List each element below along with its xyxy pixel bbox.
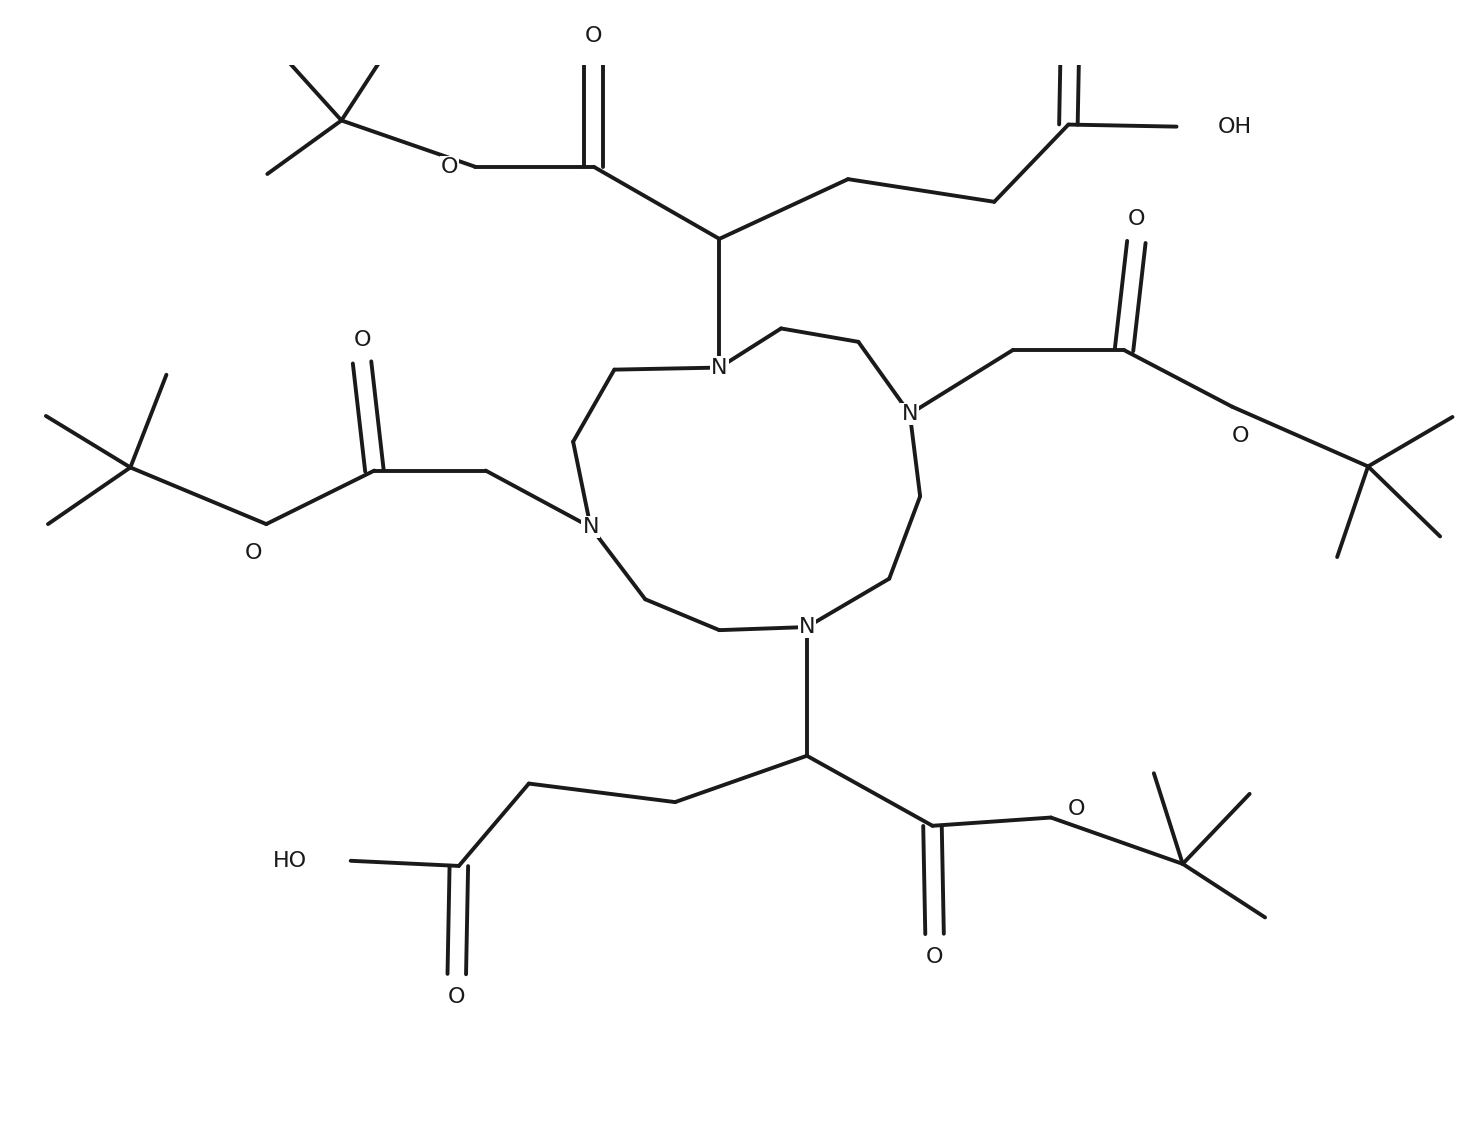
Text: O: O [353, 329, 371, 350]
Text: N: N [711, 358, 727, 378]
Text: O: O [1061, 0, 1079, 3]
Text: O: O [1232, 426, 1250, 445]
Text: O: O [585, 26, 603, 46]
Text: N: N [902, 404, 919, 424]
Text: N: N [582, 517, 600, 538]
Text: O: O [448, 987, 466, 1007]
Text: O: O [926, 946, 944, 967]
Text: N: N [798, 617, 815, 637]
Text: O: O [245, 543, 263, 563]
Text: OH: OH [1218, 117, 1252, 136]
Text: O: O [1068, 800, 1085, 819]
Text: HO: HO [273, 851, 307, 871]
Text: O: O [441, 157, 459, 177]
Text: O: O [1128, 209, 1146, 229]
